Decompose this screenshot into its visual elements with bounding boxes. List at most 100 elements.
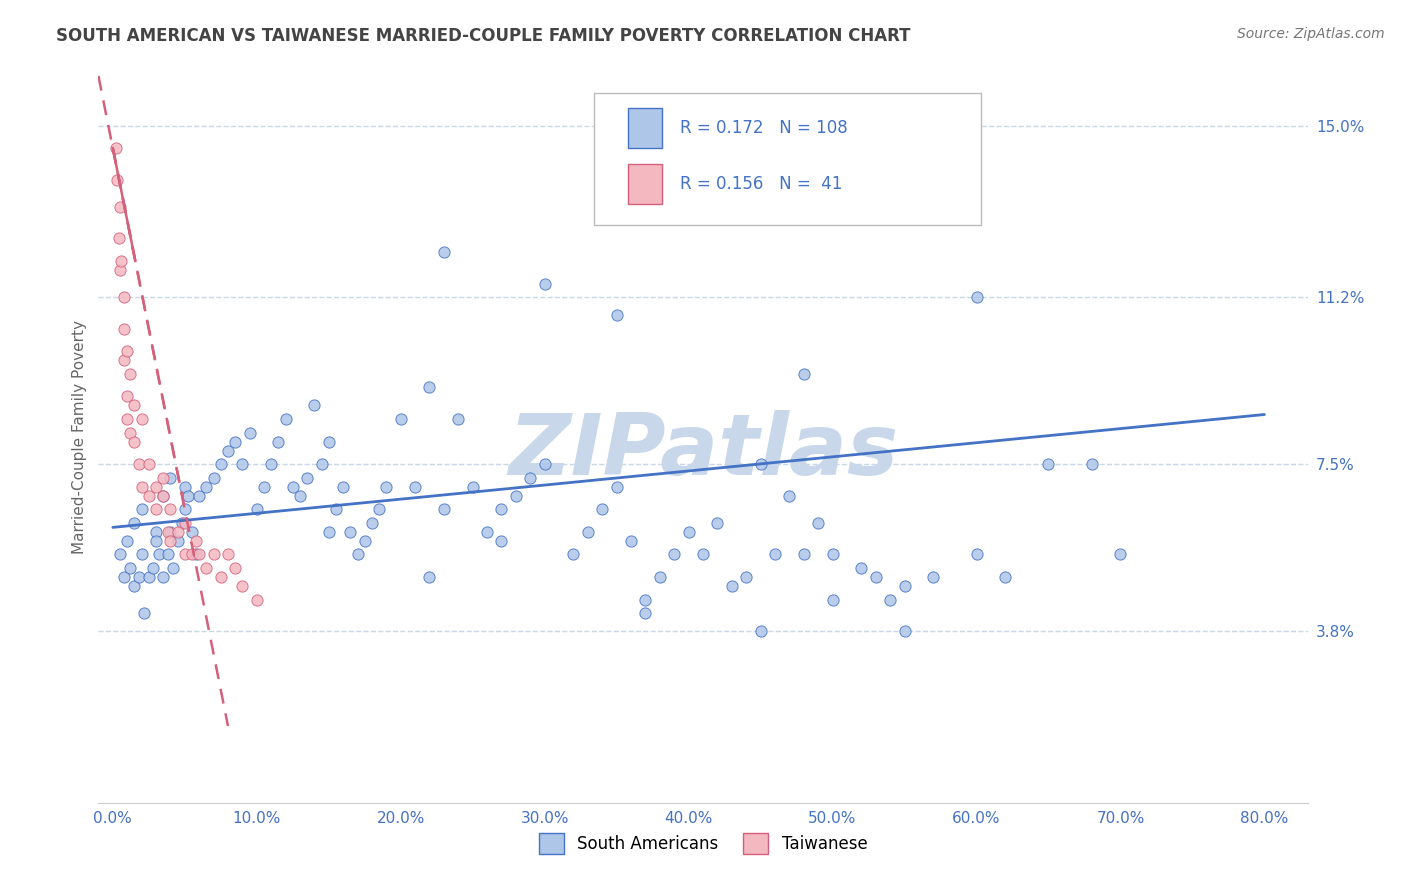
- Point: [159, 524, 181, 539]
- Point: [145, 480, 167, 494]
- Point: [173, 548, 195, 562]
- Point: [763, 548, 786, 562]
- Point: [115, 412, 138, 426]
- Point: [138, 489, 160, 503]
- Point: [311, 457, 333, 471]
- Point: [131, 480, 153, 494]
- Point: [851, 561, 873, 575]
- Point: [749, 624, 772, 639]
- Point: [128, 457, 150, 471]
- Point: [576, 524, 599, 539]
- Point: [339, 524, 361, 539]
- FancyBboxPatch shape: [595, 94, 981, 225]
- Point: [288, 489, 311, 503]
- Point: [1109, 548, 1132, 562]
- Point: [224, 434, 246, 449]
- Point: [274, 412, 297, 426]
- Point: [209, 457, 232, 471]
- Point: [922, 570, 945, 584]
- Point: [173, 516, 195, 530]
- Point: [152, 570, 174, 584]
- Point: [148, 548, 170, 562]
- Point: [120, 425, 142, 440]
- Point: [706, 172, 728, 186]
- Point: [433, 502, 456, 516]
- Point: [186, 548, 208, 562]
- Point: [778, 489, 800, 503]
- Point: [749, 457, 772, 471]
- Point: [209, 570, 232, 584]
- Point: [217, 443, 239, 458]
- Point: [170, 516, 193, 530]
- Point: [162, 561, 184, 575]
- Point: [124, 579, 146, 593]
- Point: [176, 489, 198, 503]
- Point: [692, 548, 714, 562]
- Point: [720, 579, 742, 593]
- Point: [332, 480, 354, 494]
- Point: [108, 263, 131, 277]
- Point: [281, 480, 304, 494]
- Text: R = 0.156   N =  41: R = 0.156 N = 41: [681, 176, 842, 194]
- Point: [195, 561, 218, 575]
- Text: Source: ZipAtlas.com: Source: ZipAtlas.com: [1237, 27, 1385, 41]
- Point: [634, 606, 657, 620]
- Text: R = 0.172   N = 108: R = 0.172 N = 108: [681, 119, 848, 137]
- Point: [246, 502, 269, 516]
- Point: [231, 457, 253, 471]
- Point: [217, 548, 239, 562]
- Text: SOUTH AMERICAN VS TAIWANESE MARRIED-COUPLE FAMILY POVERTY CORRELATION CHART: SOUTH AMERICAN VS TAIWANESE MARRIED-COUP…: [56, 27, 911, 45]
- Point: [648, 570, 671, 584]
- Point: [706, 516, 728, 530]
- Point: [186, 533, 208, 548]
- Point: [112, 570, 135, 584]
- Point: [678, 524, 700, 539]
- Point: [491, 502, 513, 516]
- Point: [893, 579, 915, 593]
- Point: [519, 471, 541, 485]
- Point: [562, 548, 585, 562]
- Point: [966, 290, 988, 304]
- Point: [181, 524, 204, 539]
- Point: [634, 592, 657, 607]
- Point: [166, 533, 188, 548]
- Point: [108, 548, 131, 562]
- Point: [260, 457, 283, 471]
- Point: [267, 434, 290, 449]
- Point: [152, 471, 174, 485]
- Point: [145, 533, 167, 548]
- Point: [433, 244, 456, 259]
- Point: [105, 172, 128, 186]
- Point: [112, 322, 135, 336]
- Point: [893, 624, 915, 639]
- Point: [1038, 457, 1060, 471]
- Point: [793, 367, 815, 381]
- Point: [173, 480, 195, 494]
- Bar: [628, 164, 662, 204]
- Point: [346, 548, 368, 562]
- Point: [361, 516, 384, 530]
- Point: [375, 480, 398, 494]
- Point: [461, 480, 484, 494]
- Point: [156, 524, 179, 539]
- Point: [318, 434, 340, 449]
- Point: [533, 277, 555, 291]
- Point: [325, 502, 347, 516]
- Point: [475, 524, 498, 539]
- Point: [793, 548, 815, 562]
- Point: [188, 489, 211, 503]
- Point: [120, 561, 142, 575]
- Point: [152, 489, 174, 503]
- Point: [159, 533, 181, 548]
- Point: [879, 592, 901, 607]
- Point: [152, 489, 174, 503]
- Point: [112, 290, 135, 304]
- Point: [1080, 457, 1102, 471]
- Point: [173, 502, 195, 516]
- Point: [246, 592, 269, 607]
- Point: [124, 399, 146, 413]
- Point: [491, 533, 513, 548]
- Point: [115, 533, 138, 548]
- Point: [664, 548, 686, 562]
- Point: [138, 457, 160, 471]
